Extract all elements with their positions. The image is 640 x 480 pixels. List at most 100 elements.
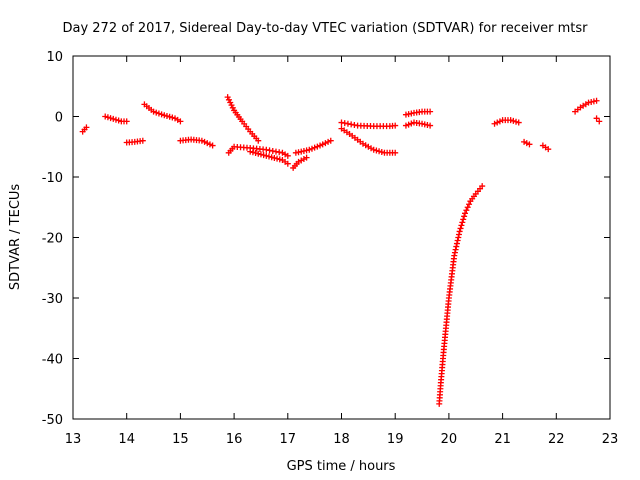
data-point <box>526 141 533 148</box>
data-point <box>115 117 122 124</box>
data-point <box>263 152 270 159</box>
data-point <box>453 240 460 247</box>
x-tick-label: 22 <box>548 432 565 447</box>
data-point <box>453 243 460 250</box>
data-point <box>228 102 235 109</box>
data-point <box>521 138 528 145</box>
data-point <box>284 160 291 167</box>
data-point <box>260 152 267 159</box>
data-point <box>463 207 470 214</box>
data-point <box>314 143 321 150</box>
y-axis: -50 -40 -30 -20 -10 0 10 <box>42 50 610 428</box>
x-tick-label: 23 <box>602 432 619 447</box>
data-points <box>79 94 603 407</box>
data-point <box>460 216 467 223</box>
data-point <box>266 153 273 160</box>
data-point <box>227 99 234 106</box>
y-tick-label: -40 <box>42 353 63 368</box>
data-point <box>268 154 275 161</box>
data-point <box>255 137 262 144</box>
data-point <box>123 118 130 125</box>
data-point <box>102 113 109 120</box>
x-tick-label: 20 <box>441 432 458 447</box>
x-axis-label: GPS time / hours <box>287 459 396 474</box>
y-tick-label: -30 <box>42 292 63 307</box>
data-point <box>319 141 326 148</box>
data-point <box>284 152 291 159</box>
data-point <box>252 150 259 157</box>
data-point <box>523 140 530 147</box>
data-point <box>206 141 213 148</box>
data-point <box>225 96 232 103</box>
x-axis: 13 14 15 16 17 18 19 20 21 22 23 <box>65 56 619 447</box>
data-point <box>459 219 466 226</box>
y-axis-label: SDTVAR / TECUs <box>8 184 23 291</box>
data-point <box>464 204 471 211</box>
x-tick-label: 21 <box>494 432 511 447</box>
y-tick-label: -10 <box>42 171 63 186</box>
data-point <box>515 119 522 126</box>
data-point <box>150 108 157 115</box>
data-point <box>110 115 117 122</box>
data-point <box>513 118 520 125</box>
x-tick-label: 13 <box>65 432 82 447</box>
data-point <box>107 115 114 122</box>
data-point <box>209 142 216 149</box>
data-point <box>224 94 231 101</box>
data-point <box>507 117 514 124</box>
data-point <box>402 122 409 129</box>
data-point <box>229 104 236 111</box>
data-point <box>596 118 603 125</box>
data-point <box>325 138 332 145</box>
data-point <box>271 154 278 161</box>
data-point <box>306 146 313 153</box>
data-point <box>255 150 262 157</box>
chart-title: Day 272 of 2017, Sidereal Day-to-day VTE… <box>62 21 588 36</box>
data-point <box>466 201 473 208</box>
data-point <box>452 246 459 253</box>
data-point <box>169 114 176 121</box>
data-point <box>166 113 173 120</box>
data-point <box>455 234 462 241</box>
data-point <box>376 148 383 155</box>
data-point <box>593 115 600 122</box>
data-point <box>83 124 90 131</box>
data-point <box>494 119 501 126</box>
data-point <box>427 122 434 129</box>
data-point <box>161 112 168 119</box>
data-point <box>496 118 503 125</box>
data-point <box>158 111 165 118</box>
data-point <box>274 155 281 162</box>
data-point <box>112 116 119 123</box>
y-tick-label: -20 <box>42 232 63 247</box>
data-point <box>104 114 111 121</box>
data-point <box>198 137 205 144</box>
data-point <box>451 249 458 256</box>
data-point <box>392 149 399 156</box>
data-point <box>139 137 146 144</box>
data-point <box>479 183 486 190</box>
data-point <box>455 231 462 238</box>
data-point <box>458 222 465 229</box>
data-point <box>257 151 264 158</box>
x-tick-label: 17 <box>280 432 297 447</box>
y-tick-label: 0 <box>55 111 63 126</box>
y-tick-label: 10 <box>46 50 63 65</box>
data-point <box>454 237 461 244</box>
data-point <box>408 120 415 127</box>
data-point <box>276 156 283 163</box>
data-point <box>510 117 517 124</box>
data-point <box>456 228 463 235</box>
data-point <box>593 97 600 104</box>
data-point <box>247 148 254 155</box>
data-point <box>163 113 170 120</box>
data-point <box>177 118 184 125</box>
x-tick-label: 14 <box>118 432 135 447</box>
data-point <box>308 145 315 152</box>
data-point <box>461 213 468 220</box>
data-point <box>451 252 458 259</box>
data-point <box>155 110 162 117</box>
x-tick-label: 19 <box>387 432 404 447</box>
x-tick-label: 16 <box>226 432 243 447</box>
